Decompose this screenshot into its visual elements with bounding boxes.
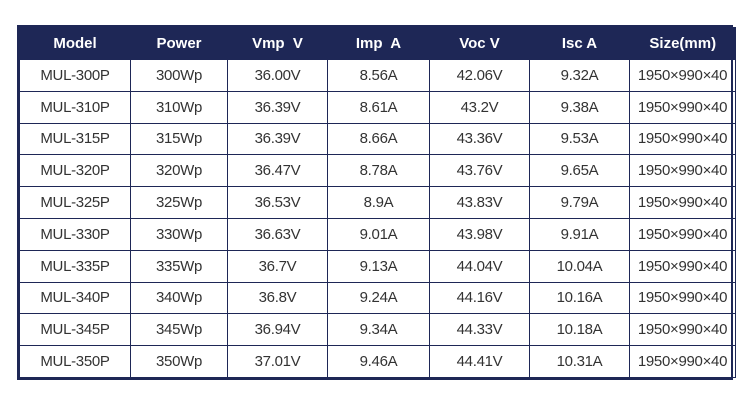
column-header: Isc A [529, 27, 630, 60]
table-cell: 1950×990×40 [629, 186, 736, 219]
table-cell: 9.38A [529, 90, 630, 124]
header-row: Model Power Vmp V Imp A Voc V Isc A Size(mm) [19, 27, 736, 60]
table-cell: 1950×990×40 [629, 122, 736, 156]
table-cell: 9.91A [529, 217, 630, 251]
column-header: Power [130, 27, 228, 60]
table-cell: MUL-330P [19, 217, 131, 251]
table-cell: 37.01V [227, 345, 328, 378]
table-cell: 43.2V [429, 90, 530, 124]
table-row: MUL-315P 315Wp 36.39V 8.66A 43.36V 9.53A 1950×… [19, 122, 736, 156]
table-cell: 325Wp [130, 186, 228, 219]
table-cell: 10.04A [529, 249, 630, 283]
column-header: Voc V [429, 27, 530, 60]
table-cell: MUL-340P [19, 281, 131, 315]
table-cell: 9.13A [327, 249, 430, 283]
spec-table-frame: Model Power Vmp V Imp A Voc V Isc A Size(mm) M… [17, 25, 736, 380]
table-cell: 44.33V [429, 313, 530, 347]
spec-table: Model Power Vmp V Imp A Voc V Isc A Size(mm) M… [19, 27, 736, 378]
table-cell: 1950×990×40 [629, 249, 736, 283]
table-cell: 345Wp [130, 313, 228, 347]
table-cell: 44.16V [429, 281, 530, 315]
table-cell: 8.78A [327, 154, 430, 188]
table-cell: 43.36V [429, 122, 530, 156]
table-cell: 9.34A [327, 313, 430, 347]
table-cell: MUL-315P [19, 122, 131, 156]
table-row: MUL-340P 340Wp 36.8V 9.24A 44.16V 10.16A 1950×… [19, 281, 736, 315]
table-cell: 36.7V [227, 249, 328, 283]
table-cell: 36.00V [227, 59, 328, 92]
table-cell: 36.53V [227, 186, 328, 219]
table-cell: 8.66A [327, 122, 430, 156]
table-cell: 320Wp [130, 154, 228, 188]
table-row: MUL-300P 300Wp 36.00V 8.56A 42.06V 9.32A 1950×… [19, 59, 736, 92]
table-cell: 43.98V [429, 217, 530, 251]
table-cell: 350Wp [130, 345, 228, 378]
table-row: MUL-320P 320Wp 36.47V 8.78A 43.76V 9.65A 1950×… [19, 154, 736, 188]
table-row: MUL-325P 325Wp 36.53V 8.9A 43.83V 9.79A 1950×9… [19, 186, 736, 219]
table-cell: 1950×990×40 [629, 313, 736, 347]
column-header: Model [19, 27, 131, 60]
table-cell: 36.8V [227, 281, 328, 315]
table-cell: 8.9A [327, 186, 430, 219]
table-cell: 9.65A [529, 154, 630, 188]
table-cell: 36.47V [227, 154, 328, 188]
table-cell: 10.18A [529, 313, 630, 347]
table-cell: 1950×990×40 [629, 345, 736, 378]
table-cell: MUL-300P [19, 59, 131, 92]
table-cell: 44.04V [429, 249, 530, 283]
table-cell: 9.53A [529, 122, 630, 156]
table-cell: 43.83V [429, 186, 530, 219]
table-cell: 1950×990×40 [629, 281, 736, 315]
table-cell: 10.16A [529, 281, 630, 315]
table-cell: 36.94V [227, 313, 328, 347]
table-cell: 10.31A [529, 345, 630, 378]
column-header: Imp A [327, 27, 430, 60]
table-cell: 1950×990×40 [629, 59, 736, 92]
table-cell: 1950×990×40 [629, 90, 736, 124]
table-cell: 315Wp [130, 122, 228, 156]
table-row: MUL-310P 310Wp 36.39V 8.61A 43.2V 9.38A 1950×9… [19, 90, 736, 124]
column-header: Size(mm) [629, 27, 736, 60]
table-cell: 9.32A [529, 59, 630, 92]
column-header: Vmp V [227, 27, 328, 60]
table-cell: 1950×990×40 [629, 154, 736, 188]
table-row: MUL-335P 335Wp 36.7V 9.13A 44.04V 10.04A 1950×… [19, 249, 736, 283]
table-cell: 300Wp [130, 59, 228, 92]
table-cell: 43.76V [429, 154, 530, 188]
table-cell: MUL-325P [19, 186, 131, 219]
table-row: MUL-330P 330Wp 36.63V 9.01A 43.98V 9.91A 1950×… [19, 217, 736, 251]
table-cell: 42.06V [429, 59, 530, 92]
table-cell: 44.41V [429, 345, 530, 378]
table-cell: 330Wp [130, 217, 228, 251]
table-body: MUL-300P 300Wp 36.00V 8.56A 42.06V 9.32A 1950×… [19, 59, 736, 378]
table-cell: 9.24A [327, 281, 430, 315]
table-cell: 36.39V [227, 90, 328, 124]
table-cell: 9.01A [327, 217, 430, 251]
table-cell: MUL-350P [19, 345, 131, 378]
table-cell: MUL-320P [19, 154, 131, 188]
table-cell: 8.61A [327, 90, 430, 124]
table-row: MUL-350P 350Wp 37.01V 9.46A 44.41V 10.31A 1950… [19, 345, 736, 378]
table-cell: MUL-310P [19, 90, 131, 124]
table-cell: 310Wp [130, 90, 228, 124]
table-cell: 8.56A [327, 59, 430, 92]
table-cell: 9.46A [327, 345, 430, 378]
table-cell: 1950×990×40 [629, 217, 736, 251]
table-row: MUL-345P 345Wp 36.94V 9.34A 44.33V 10.18A 1950… [19, 313, 736, 347]
table-cell: MUL-345P [19, 313, 131, 347]
table-cell: MUL-335P [19, 249, 131, 283]
table-cell: 340Wp [130, 281, 228, 315]
table-cell: 36.63V [227, 217, 328, 251]
table-cell: 36.39V [227, 122, 328, 156]
table-cell: 335Wp [130, 249, 228, 283]
table-cell: 9.79A [529, 186, 630, 219]
